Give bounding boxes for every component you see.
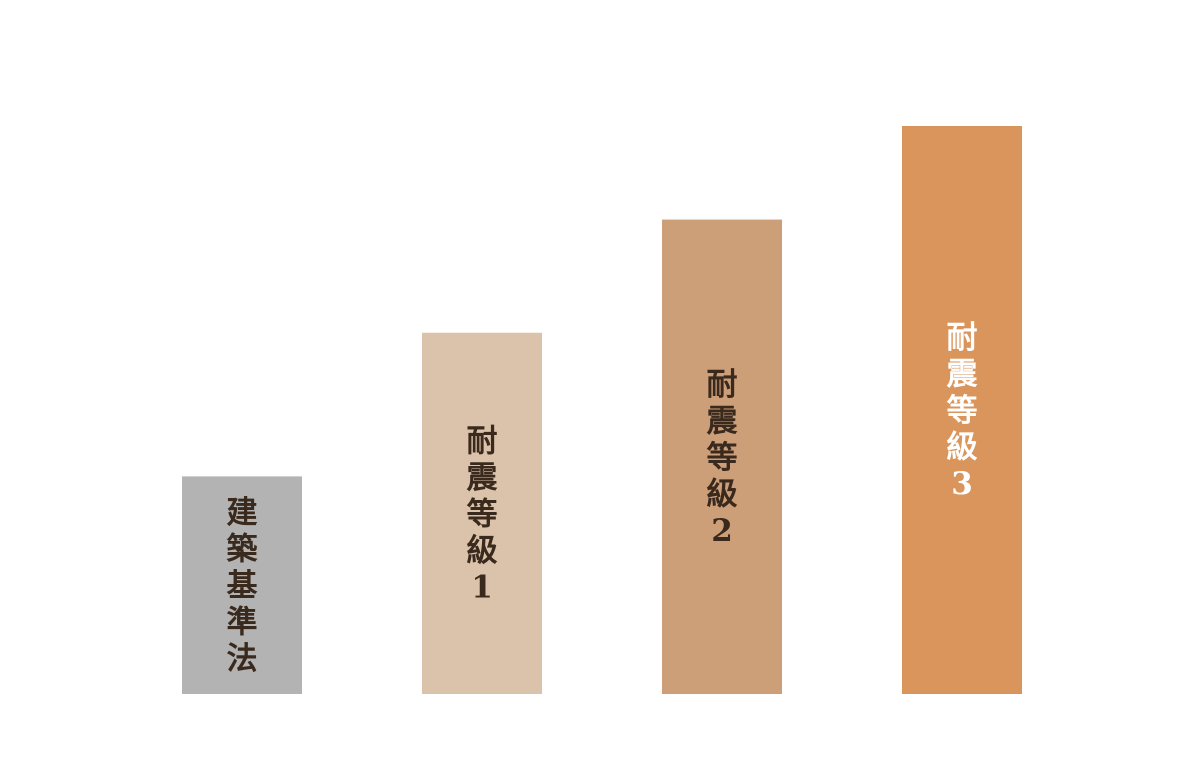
bar-label-4: 耐震等級 3 [947,320,979,502]
bar-label-3: 耐震等級 2 [707,367,739,549]
bar-label-2: 耐震等級 1 [467,423,499,605]
bar-label-1: 建築基準法 [227,495,259,677]
bar-4 [902,126,1022,694]
bar-3 [662,219,782,694]
bar-2 [422,332,542,694]
bar-1 [182,476,302,694]
